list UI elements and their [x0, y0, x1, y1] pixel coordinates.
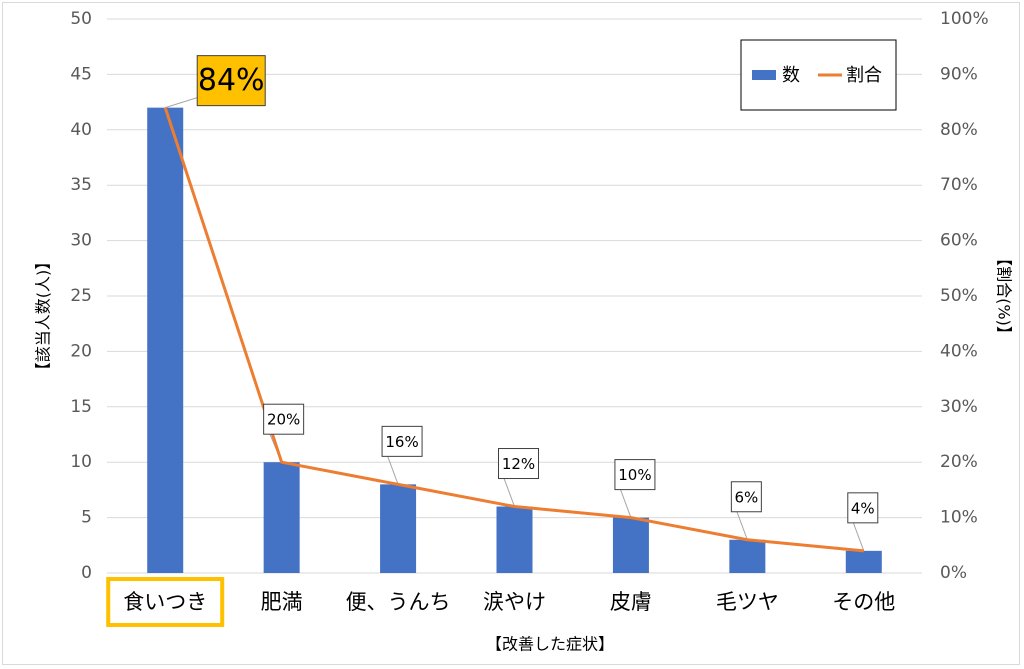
category-axis: 食いつき 肥満 便、うんち 涙やけ 皮膚 毛ツヤ その他 — [106, 577, 895, 627]
y-axis-title: 【該当人数(人)】 — [34, 254, 53, 379]
right-axis-ticks: 0% 10% 20% 30% 40% 50% 60% 70% 80% 90% 100% — [940, 9, 989, 583]
category-label: 便、うんち — [346, 590, 451, 614]
y-tick-label: 20 — [70, 341, 92, 361]
data-label: 6% — [734, 488, 758, 506]
label-leader — [165, 97, 198, 109]
category-label: その他 — [832, 590, 895, 614]
y2-tick-label: 50% — [940, 286, 978, 306]
data-label: 4% — [851, 499, 875, 517]
y-tick-label: 0 — [81, 563, 92, 583]
ratio-line — [163, 107, 864, 553]
y2-tick-label: 80% — [940, 120, 978, 140]
data-label: 20% — [267, 411, 300, 429]
data-label: 12% — [502, 455, 535, 473]
category-label: 涙やけ — [483, 590, 546, 614]
legend-label-ratio: 割合 — [846, 65, 882, 86]
left-axis-ticks: 0 5 10 15 20 25 30 35 40 45 50 — [70, 9, 92, 583]
bar — [612, 517, 649, 573]
y2-tick-label: 70% — [940, 175, 978, 195]
y2-tick-label: 20% — [940, 452, 978, 472]
y2-tick-label: 100% — [940, 9, 989, 29]
data-label: 10% — [618, 466, 651, 484]
y-tick-label: 50 — [70, 9, 92, 29]
data-label-box — [263, 403, 305, 435]
y2-tick-label: 0% — [940, 563, 967, 583]
y-tick-label: 35 — [70, 175, 92, 195]
legend-swatch-bar — [752, 70, 776, 80]
y-tick-label: 40 — [70, 120, 92, 140]
y2-tick-label: 40% — [940, 341, 978, 361]
bar — [147, 107, 184, 573]
y-tick-label: 15 — [70, 397, 92, 417]
data-label: 16% — [385, 433, 418, 451]
x-axis-title: 【改善した症状】 — [486, 635, 614, 654]
y2-tick-label: 90% — [940, 64, 978, 84]
data-label-box — [847, 492, 879, 524]
y2-axis-title: 【割合(%)】 — [995, 250, 1014, 342]
data-label-box — [614, 459, 656, 491]
bar — [380, 484, 417, 573]
category-label: 食いつき — [123, 590, 207, 614]
bar — [496, 506, 533, 573]
bar — [845, 550, 882, 573]
bar — [263, 462, 300, 573]
data-label-box — [498, 448, 539, 480]
y2-tick-label: 10% — [940, 508, 978, 528]
category-label: 肥満 — [261, 590, 303, 614]
y-tick-label: 30 — [70, 231, 92, 251]
data-label-box — [381, 425, 423, 457]
bar-series — [147, 107, 882, 573]
y-tick-label: 25 — [70, 286, 92, 306]
data-labels: 84% 20% 16% 12% 10% 6% 4% — [196, 55, 879, 524]
legend-label-count: 数 — [782, 65, 800, 86]
bar — [729, 539, 766, 573]
y-tick-label: 5 — [81, 508, 92, 528]
y-tick-label: 45 — [70, 64, 92, 84]
category-label: 毛ツヤ — [716, 590, 779, 614]
line-series — [163, 107, 864, 553]
data-label: 84% — [198, 63, 265, 98]
data-label-box-highlight — [196, 55, 266, 107]
category-label: 皮膚 — [610, 590, 652, 614]
category-highlight-box — [106, 577, 225, 627]
y2-tick-label: 30% — [940, 397, 978, 417]
y-tick-label: 10 — [70, 452, 92, 472]
legend: 数 割合 — [740, 39, 897, 111]
data-label-box — [730, 481, 762, 513]
y2-tick-label: 60% — [940, 231, 978, 251]
